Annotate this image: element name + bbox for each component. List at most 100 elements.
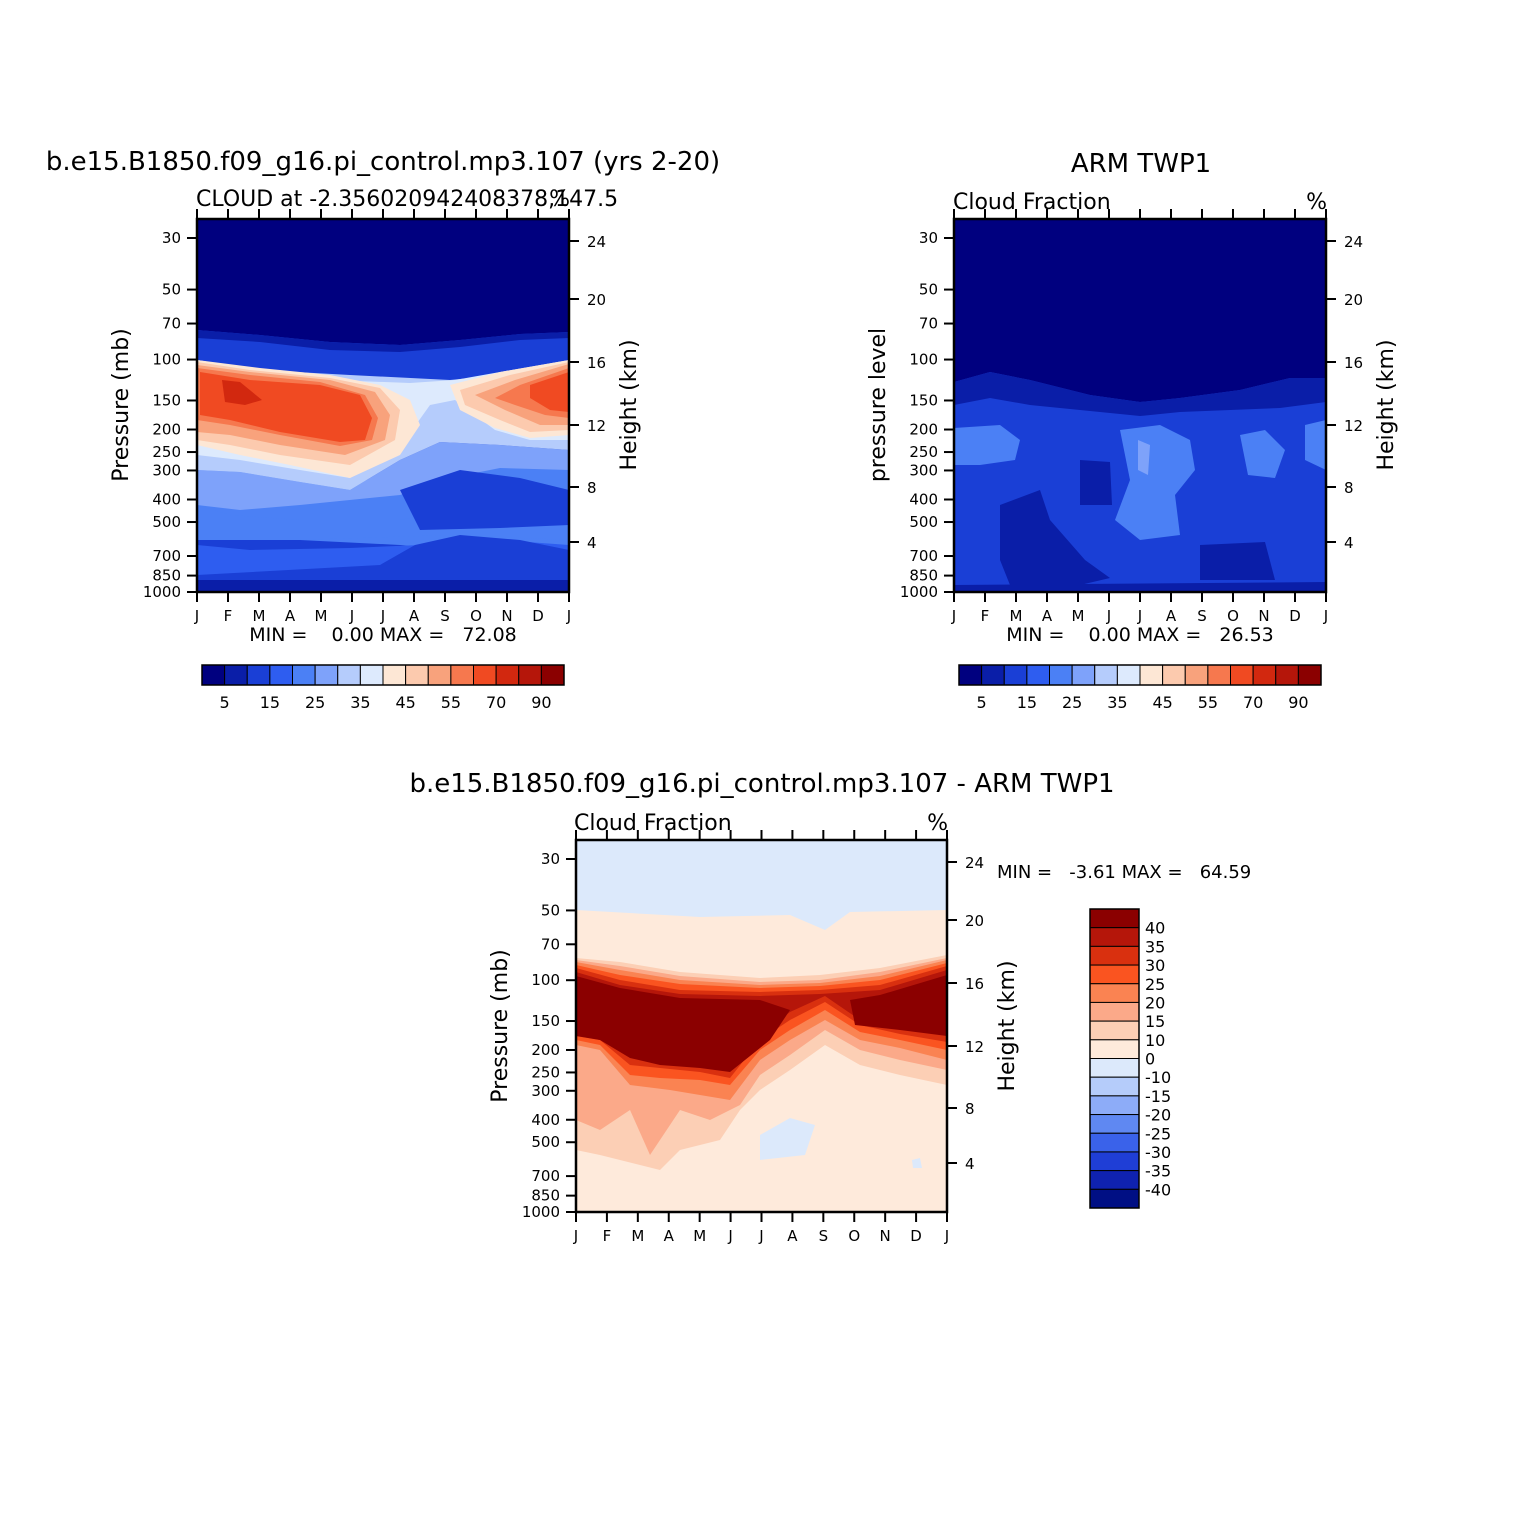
y-tick-label: 1000 (900, 583, 938, 601)
colorbar-frame (201, 664, 565, 686)
x-tick-label: J (727, 1227, 732, 1245)
colorbar-label: 30 (1145, 956, 1165, 975)
panel-obs-ylabel: pressure level (866, 328, 891, 482)
x-tick-label: A (787, 1227, 798, 1245)
panel-diff-contours (576, 840, 947, 1212)
colorbar-swatch (292, 664, 316, 686)
colorbar-label: -20 (1145, 1106, 1171, 1125)
contour-fill (530, 372, 569, 412)
y-tick-label: 850 (909, 567, 938, 585)
contour-fill (1000, 490, 1110, 585)
colorbar-label: -15 (1145, 1087, 1171, 1106)
x-tick-label: J (1323, 607, 1328, 625)
contour-fill (954, 582, 1326, 592)
x-tick-label: J (194, 607, 199, 625)
y-tick-label: 300 (531, 1082, 560, 1100)
y2-tick-label: 16 (587, 354, 606, 372)
y-tick-label: 50 (919, 281, 938, 299)
colorbar-swatch (540, 664, 565, 686)
y-tick-label: 30 (162, 229, 181, 247)
colorbar-swatch (1116, 664, 1141, 686)
y2-tick-label: 16 (965, 975, 984, 993)
contour-fill (850, 975, 947, 1036)
colorbar-label: 55 (441, 693, 461, 712)
colorbar-label: 90 (1288, 693, 1308, 712)
y-tick-label: 400 (152, 490, 181, 508)
y-tick-label: 50 (541, 901, 560, 919)
y-tick-label: 500 (909, 513, 938, 531)
y-tick-label: 1000 (143, 583, 181, 601)
y-tick-label: 300 (909, 461, 938, 479)
colorbar-label: 15 (1145, 1012, 1165, 1031)
colorbar-swatch (427, 664, 452, 686)
colorbar-swatch (224, 664, 248, 686)
x-tick-label: O (848, 1227, 860, 1245)
x-tick-label: M (1010, 607, 1023, 625)
x-tick-label: J (380, 607, 385, 625)
colorbar-swatch (1089, 1170, 1140, 1190)
colorbar-swatch (495, 664, 520, 686)
colorbar-swatch (337, 664, 361, 686)
contour-fill (1080, 460, 1112, 505)
contour-fill (222, 380, 262, 405)
y-tick-label: 250 (531, 1063, 560, 1081)
colorbar-swatch (1089, 1114, 1140, 1134)
colorbar-swatch (246, 664, 271, 686)
x-tick-label: S (1197, 607, 1207, 625)
colorbar-swatch (1089, 945, 1140, 966)
colorbar-label: 70 (1243, 693, 1263, 712)
panel-obs-minmax: MIN = 0.00 MAX = 26.53 (1006, 624, 1274, 646)
contour-fill (197, 330, 569, 352)
colorbar-label: 5 (977, 693, 987, 712)
y-tick-label: 300 (152, 461, 181, 479)
y2-tick-label: 4 (1344, 534, 1354, 552)
y-tick-label: 850 (152, 567, 181, 585)
x-tick-label: S (819, 1227, 829, 1245)
colorbar-swatch (473, 664, 497, 686)
colorbar-label: 45 (1152, 693, 1172, 712)
colorbar-swatch (1089, 1188, 1140, 1209)
colorbar-swatch (1184, 664, 1209, 686)
y-tick-label: 850 (531, 1187, 560, 1205)
colorbar-swatch (981, 664, 1005, 686)
colorbar-label: -25 (1145, 1124, 1171, 1143)
panel-diff: b.e15.B1850.f09_g16.pi_control.mp3.107 -… (409, 769, 1251, 1245)
x-tick-label: D (1289, 607, 1301, 625)
x-tick-label: M (253, 607, 266, 625)
colorbar-swatch (958, 664, 983, 686)
contour-fill (576, 840, 947, 930)
y2-tick-label: 8 (965, 1100, 975, 1118)
x-tick-label: O (1227, 607, 1239, 625)
colorbar-label: 45 (395, 693, 415, 712)
colorbar-swatch (201, 664, 226, 686)
y-tick-label: 30 (541, 850, 560, 868)
y2-tick-label: 8 (1344, 479, 1354, 497)
x-tick-label: A (1166, 607, 1177, 625)
panel-model-ylabel: Pressure (mb) (109, 328, 134, 482)
colorbar-swatch (1089, 1058, 1140, 1078)
x-tick-label: N (880, 1227, 891, 1245)
colorbar-label: 70 (486, 693, 506, 712)
colorbar-swatch (1026, 664, 1050, 686)
x-tick-label: J (573, 1227, 578, 1245)
contour-fill (1305, 420, 1326, 470)
contour-fill (954, 219, 1326, 402)
x-tick-label: J (349, 607, 354, 625)
x-tick-label: F (224, 607, 233, 625)
panel-obs-y2label: Height (km) (1374, 339, 1399, 470)
colorbar-label: 25 (1062, 693, 1082, 712)
y2-tick-label: 24 (965, 854, 984, 872)
panel-model: b.e15.B1850.f09_g16.pi_control.mp3.107 (… (46, 147, 720, 712)
panel-diff-units: % (927, 811, 948, 836)
y2-tick-label: 4 (587, 534, 597, 552)
x-tick-label: M (693, 1227, 706, 1245)
colorbar-swatch (1089, 1151, 1140, 1172)
panel-model-units: % (549, 187, 570, 212)
x-tick-label: N (1258, 607, 1269, 625)
y-tick-label: 700 (531, 1167, 560, 1185)
colorbar-swatch (269, 664, 293, 686)
panel-obs-left-label: Cloud Fraction (953, 190, 1111, 215)
